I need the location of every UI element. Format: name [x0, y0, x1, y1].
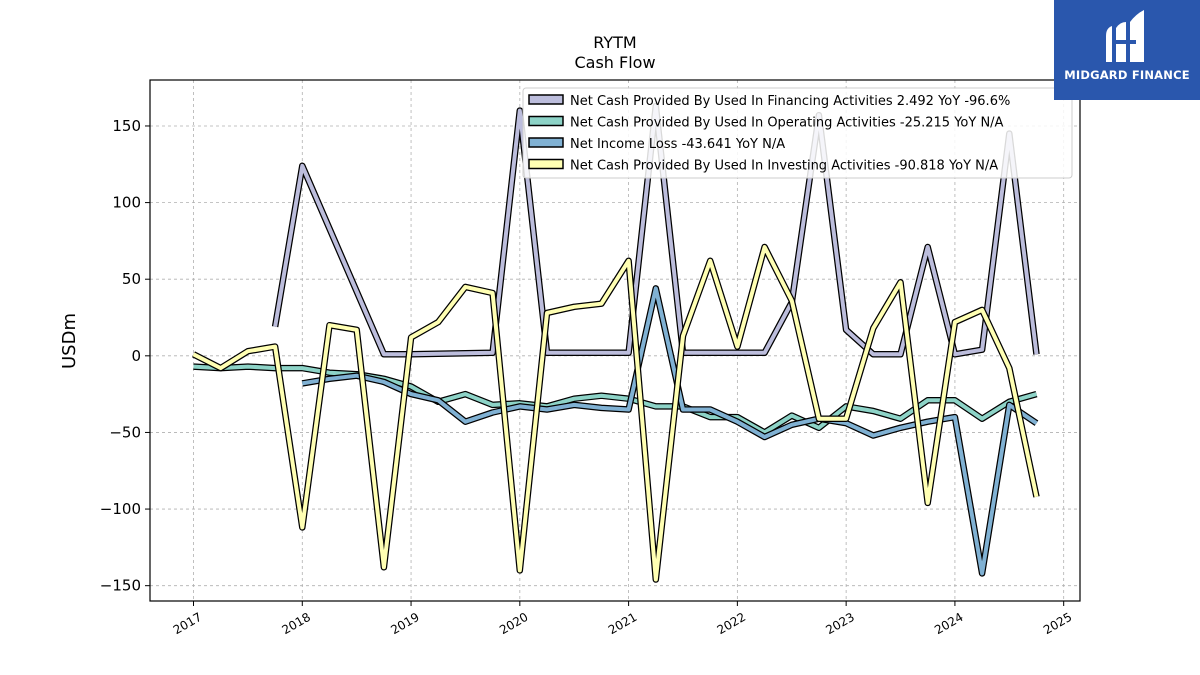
y-tick-label: 0 [131, 347, 141, 365]
midgard-finance-logo: MIDGARD FINANCE [1054, 0, 1200, 100]
x-tick-label: 2025 [1041, 610, 1074, 637]
x-tick-label: 2017 [171, 610, 204, 637]
x-tick-label: 2021 [606, 610, 639, 637]
legend-entry: Net Cash Provided By Used In Operating A… [570, 116, 1004, 131]
legend-swatch [528, 94, 564, 105]
series-lines [192, 102, 1040, 583]
series-line-2 [301, 286, 1038, 576]
x-tick-label: 2018 [280, 610, 313, 637]
y-tick-label: 100 [112, 194, 141, 212]
y-tick-label: −100 [100, 500, 141, 518]
x-tick-label: 2023 [823, 610, 856, 637]
series-line-1 [193, 364, 1038, 435]
legend-entry: Net Income Loss -43.641 YoY N/A [570, 137, 785, 152]
x-tick-label: 2019 [388, 610, 421, 637]
x-tick-label: 2024 [932, 610, 965, 637]
legend-swatch [528, 158, 564, 170]
y-tick-label: −50 [109, 423, 141, 441]
legend-entry: Net Cash Provided By Used In Investing A… [570, 159, 998, 174]
chart-title: RYTM [593, 33, 636, 52]
x-axis-ticks: 2017 2018 2019 2020 2021 2022 2023 2024 2025 [171, 601, 1074, 637]
y-axis-ticks: 150 100 50 0 −50 −100 −150 [100, 117, 150, 595]
legend-swatch [528, 115, 564, 127]
series-line-0 [273, 104, 1039, 357]
chart-subtitle: Cash Flow [574, 53, 655, 72]
y-axis-label: USDm [59, 313, 80, 369]
midgard-logo-icon [1106, 10, 1144, 62]
x-tick-label: 2020 [497, 610, 530, 637]
brand-name: MIDGARD FINANCE [1064, 68, 1190, 82]
x-tick-label: 2022 [715, 610, 748, 637]
y-tick-label: 50 [122, 270, 141, 288]
y-tick-label: 150 [112, 117, 141, 135]
legend-swatch [528, 137, 564, 148]
y-tick-label: −150 [100, 577, 141, 595]
legend: Net Cash Provided By Used In Financing A… [522, 87, 1073, 179]
legend-entry: Net Cash Provided By Used In Financing A… [570, 94, 1010, 109]
plot-area-frame [149, 79, 1081, 602]
series-line-3 [192, 245, 1039, 582]
legend-box [522, 87, 1073, 179]
